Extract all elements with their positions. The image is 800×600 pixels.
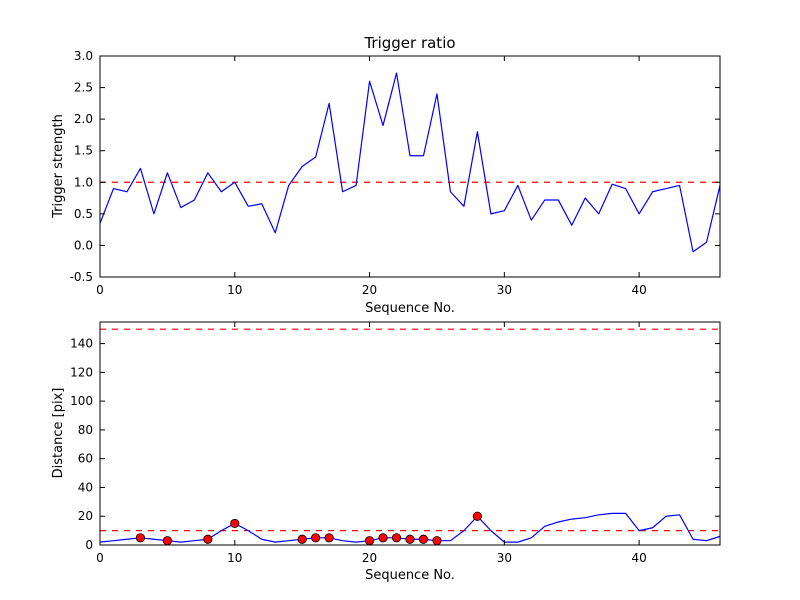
bottom-yaxis-label: Distance [pix] <box>51 388 66 479</box>
data-point <box>378 533 388 543</box>
x-tick-label: 40 <box>631 283 646 297</box>
y-tick-label: 0 <box>85 538 93 552</box>
plot-frame <box>99 55 721 278</box>
data-point <box>418 534 429 544</box>
y-tick-label: 100 <box>70 394 93 408</box>
data-point <box>162 536 172 546</box>
y-tick-label: 1.0 <box>74 175 93 189</box>
data-point <box>405 534 415 544</box>
data-point <box>135 533 146 543</box>
x-tick-label: 20 <box>362 551 377 565</box>
bottom-plot: 0 10 20 30 40 0 20 40 60 80 100 120 140 <box>70 321 721 565</box>
data-point <box>230 518 240 529</box>
x-tick-label: 10 <box>227 551 242 565</box>
y-tick-label: 1.5 <box>74 144 93 158</box>
y-tick-label: 40 <box>78 480 93 494</box>
data-point <box>472 511 482 521</box>
y-tick-label: -0.5 <box>70 270 93 284</box>
y-tick-label: 0.5 <box>74 207 93 221</box>
y-tick-label: 3.0 <box>74 49 93 63</box>
y-tick-label: 80 <box>78 423 93 437</box>
x-tick-label: 0 <box>96 551 104 565</box>
data-point <box>311 533 321 543</box>
y-tick-label: 60 <box>78 452 93 466</box>
top-plot: 0 10 20 30 40 -0.5 0.0 0.5 1.0 1.5 2.0 2.5 3.0 <box>70 49 721 297</box>
data-point <box>297 534 307 544</box>
y-tick-label: 140 <box>70 337 93 351</box>
x-tick-label: 0 <box>96 283 104 297</box>
y-tick-label: 120 <box>70 365 93 379</box>
x-tick-label: 30 <box>497 283 512 297</box>
x-tick-label: 20 <box>362 283 377 297</box>
x-tick-label: 30 <box>497 551 512 565</box>
y-tick-label: 0.0 <box>74 238 93 252</box>
top-yaxis-label: Trigger strength <box>51 114 66 219</box>
data-point <box>203 534 213 544</box>
data-point <box>432 536 442 546</box>
y-tick-label: 20 <box>78 509 93 523</box>
x-tick-label: 40 <box>631 551 646 565</box>
data-line <box>99 72 721 253</box>
y-tick-label: 2.0 <box>74 112 93 126</box>
top-xaxis-label: Sequence No. <box>365 301 455 316</box>
chart-title: Trigger ratio <box>363 34 455 52</box>
bottom-xaxis-label: Sequence No. <box>365 568 455 583</box>
x-tick-label: 10 <box>227 283 242 297</box>
data-point <box>324 533 334 543</box>
y-tick-label: 2.5 <box>74 81 93 95</box>
data-point <box>391 533 402 543</box>
plot-frame <box>99 321 721 546</box>
